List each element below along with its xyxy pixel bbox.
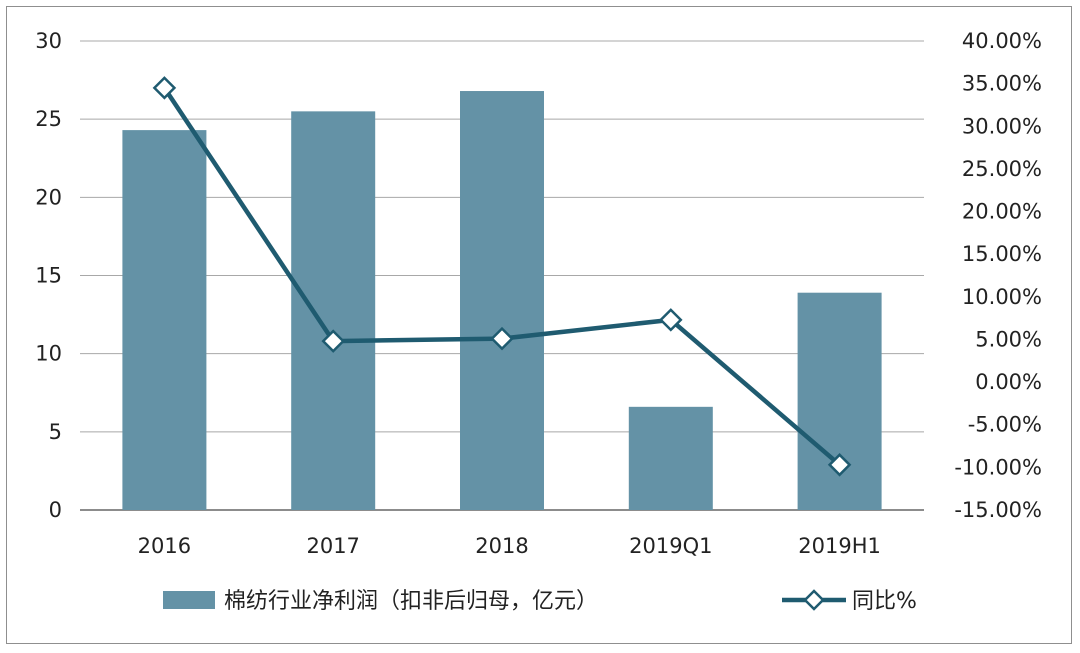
right-tick-label: 5.00% (975, 327, 1042, 351)
left-axis-ticks: 0 5 10 15 20 25 30 (35, 29, 62, 522)
right-tick-label: 40.00% (962, 29, 1042, 53)
x-tick-label: 2016 (138, 534, 191, 558)
left-tick-label: 10 (35, 342, 62, 366)
x-tick-label: 2017 (306, 534, 359, 558)
legend-bar-label: 棉纺行业净利润（扣非后归母，亿元） (224, 589, 598, 614)
right-tick-label: -15.00% (954, 498, 1042, 522)
right-tick-label: 25.00% (962, 157, 1042, 181)
legend-bar-swatch (163, 591, 215, 609)
right-tick-label: 10.00% (962, 285, 1042, 309)
x-tick-label: 2019Q1 (629, 534, 712, 558)
legend: 棉纺行业净利润（扣非后归母，亿元） 同比% (163, 589, 917, 614)
right-tick-label: -10.00% (954, 455, 1042, 479)
left-tick-label: 20 (35, 185, 62, 209)
bar (797, 292, 882, 510)
bar (122, 130, 207, 511)
bar (291, 111, 376, 510)
legend-diamond-icon (803, 589, 825, 611)
x-axis-ticks: 2016 2017 2018 2019Q1 2019H1 (138, 534, 881, 558)
left-tick-label: 5 (49, 420, 62, 444)
right-tick-label: 30.00% (962, 114, 1042, 138)
legend-line-label: 同比% (852, 589, 917, 614)
x-tick-label: 2018 (475, 534, 528, 558)
line-point-marker (321, 329, 345, 353)
right-tick-label: 35.00% (962, 72, 1042, 96)
line-point-marker (827, 453, 852, 477)
right-axis-ticks: -15.00% -10.00% -5.00% 0.00% 5.00% 10.00% 15.0… (954, 29, 1042, 522)
right-tick-label: -5.00% (968, 413, 1042, 437)
left-tick-label: 30 (35, 29, 62, 53)
right-tick-label: 15.00% (962, 242, 1042, 266)
left-tick-label: 25 (35, 107, 62, 131)
x-tick-label: 2019H1 (798, 534, 881, 558)
right-tick-label: 20.00% (962, 200, 1042, 224)
line-point-marker (152, 76, 177, 100)
left-tick-label: 15 (35, 264, 62, 288)
line-series (152, 76, 852, 477)
right-tick-label: 0.00% (975, 370, 1042, 394)
line-point-marker (659, 308, 683, 332)
bar-series (122, 91, 882, 511)
bar (628, 406, 713, 510)
bar (460, 91, 544, 510)
left-tick-label: 0 (49, 498, 62, 522)
line-point-marker (490, 326, 514, 351)
